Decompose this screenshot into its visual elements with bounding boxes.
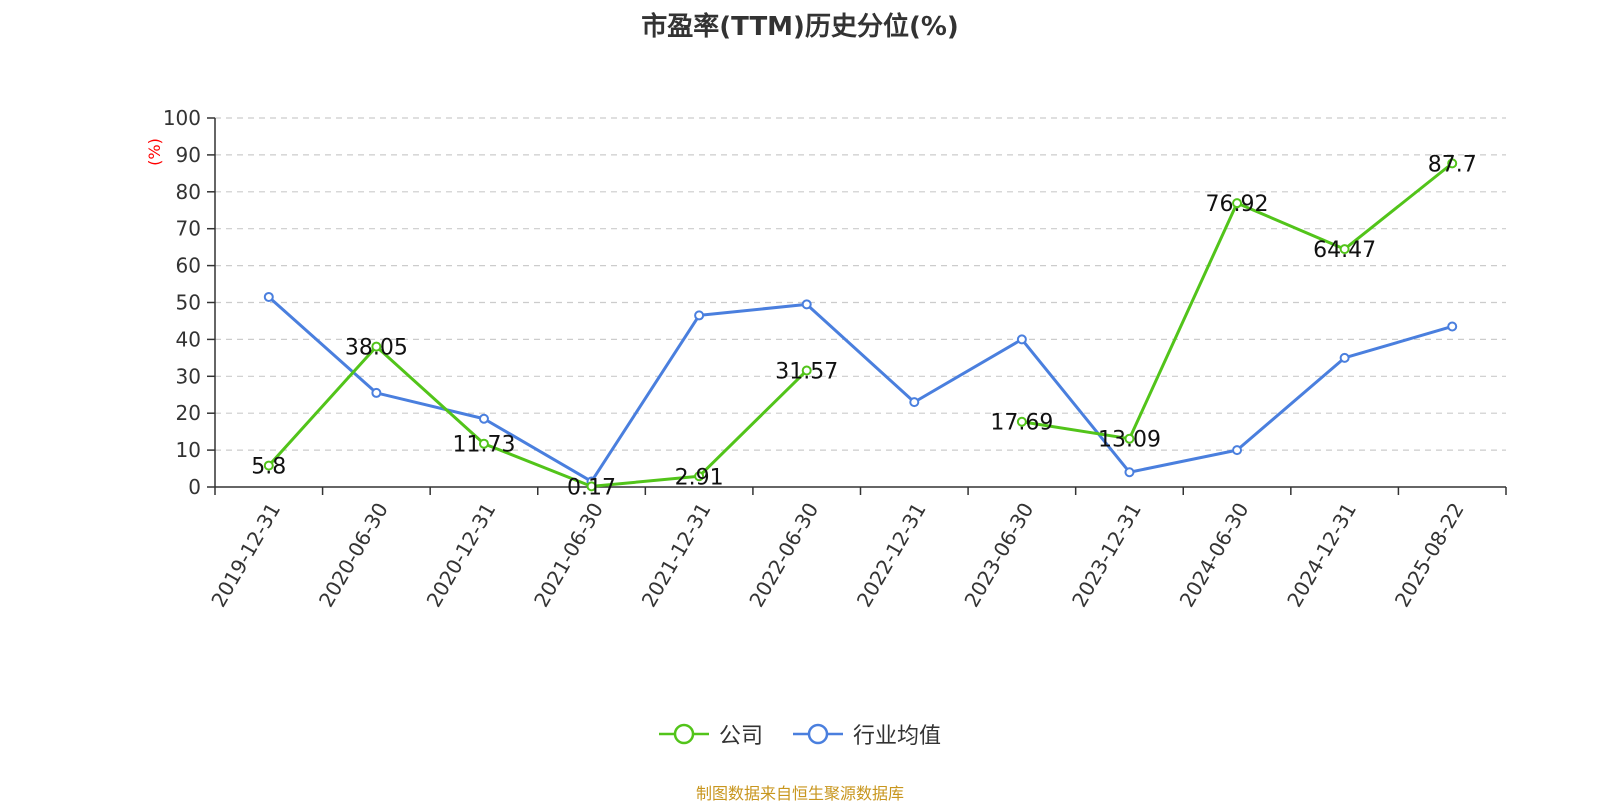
- y-axis-unit-label: (%): [145, 138, 164, 166]
- y-tick-label: 80: [176, 180, 201, 204]
- legend-industry-label: 行业均值: [853, 724, 942, 749]
- legend-company-line-icon: [658, 723, 709, 745]
- series-lines: [263, 158, 1458, 492]
- data-point-industry: [263, 291, 274, 302]
- data-label-company: 0.17: [567, 475, 616, 500]
- x-tick-label: 2020-06-30: [314, 499, 393, 612]
- data-label-company: 5.8: [251, 455, 286, 480]
- y-tick-label: 60: [176, 254, 201, 278]
- data-label-company: 11.73: [452, 433, 515, 458]
- y-tick-label: 0: [188, 475, 201, 499]
- data-label-company: 76.92: [1206, 192, 1269, 217]
- data-point-company: [478, 438, 489, 449]
- data-point-company: [263, 460, 274, 471]
- data-point-industry: [1124, 467, 1135, 478]
- x-tick-label: 2019-12-31: [206, 499, 285, 612]
- data-labels: 5.8 38.05 11.73 0.17 2.91 31.57 17.69 13.09 76.9…: [251, 152, 1476, 500]
- x-tick-label: 2024-06-30: [1175, 499, 1254, 612]
- chart-title: 市盈率(TTM)历史分位(%): [641, 12, 959, 42]
- legend: 公司 行业均值: [0, 718, 1600, 750]
- data-point-industry: [1232, 445, 1243, 456]
- data-label-company: 64.47: [1313, 238, 1376, 263]
- data-point-company: [694, 471, 705, 482]
- data-point-company: [1232, 198, 1243, 209]
- series-line-company: [267, 345, 808, 488]
- x-tick-label: 2024-12-31: [1282, 499, 1361, 612]
- legend-item-company[interactable]: 公司: [658, 718, 763, 750]
- data-source-note: 制图数据来自恒生聚源数据库: [695, 784, 904, 803]
- data-label-company: 38.05: [345, 336, 408, 361]
- y-tick-label: 100: [163, 106, 201, 130]
- data-point-company: [586, 481, 597, 492]
- data-point-industry: [1016, 334, 1027, 345]
- data-label-company: 2.91: [675, 465, 724, 490]
- data-point-industry: [478, 413, 489, 424]
- data-point-industry: [909, 397, 920, 408]
- data-point-company: [1124, 433, 1135, 444]
- data-point-company: [1447, 158, 1458, 169]
- data-label-company: 87.7: [1428, 152, 1477, 177]
- x-tick-label: 2022-06-30: [744, 499, 823, 612]
- y-tick-label: 20: [176, 401, 201, 425]
- data-point-industry: [1447, 321, 1458, 332]
- data-point-company: [1016, 416, 1027, 427]
- y-tick-label: 10: [176, 438, 201, 462]
- legend-company-label: 公司: [718, 724, 763, 749]
- x-tick-label: 2023-12-31: [1067, 499, 1146, 612]
- y-tick-label: 40: [176, 327, 201, 351]
- x-tick-label: 2020-12-31: [422, 499, 501, 612]
- legend-industry-line-icon: [793, 723, 843, 745]
- data-point-industry: [801, 299, 812, 310]
- data-label-company: 13.09: [1098, 428, 1161, 453]
- data-point-company: [371, 341, 382, 352]
- data-label-company: 31.57: [775, 360, 838, 385]
- data-point-industry: [1339, 352, 1350, 363]
- data-point-company: [1339, 244, 1350, 255]
- x-tick-label: 2022-12-31: [852, 499, 931, 612]
- series-line-industry: [267, 295, 1453, 483]
- y-tick-label: 90: [176, 143, 201, 167]
- y-tick-label: 30: [176, 364, 201, 388]
- data-label-company: 17.69: [990, 411, 1053, 436]
- x-tick-label: 2023-06-30: [959, 499, 1038, 612]
- y-tick-label: 70: [176, 217, 201, 241]
- y-tick-label: 50: [176, 291, 201, 315]
- data-point-industry: [371, 387, 382, 398]
- data-point-company: [801, 365, 812, 376]
- x-tick-label: 2021-12-31: [637, 499, 716, 612]
- x-tick-label: 2025-08-22: [1390, 499, 1469, 612]
- x-tick-label: 2021-06-30: [529, 499, 608, 612]
- legend-item-industry[interactable]: 行业均值: [793, 718, 941, 750]
- data-point-industry: [694, 310, 705, 321]
